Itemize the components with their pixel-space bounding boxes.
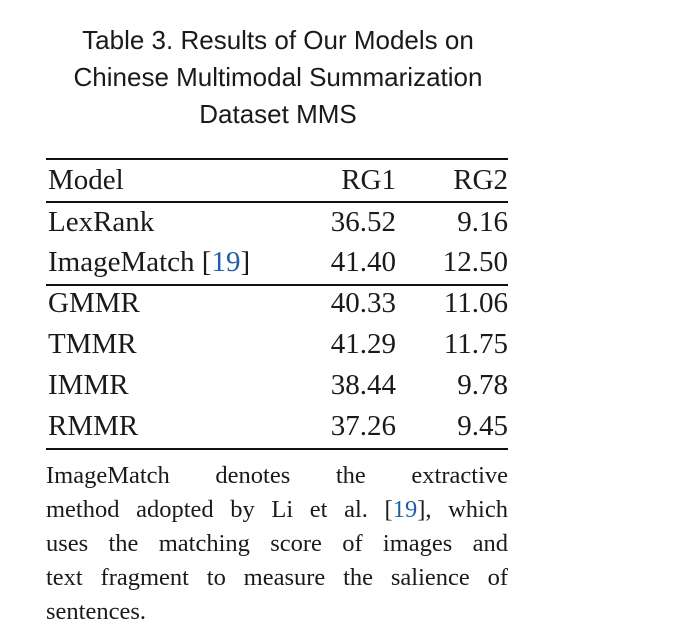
model-name: RMMR (48, 410, 139, 442)
footnote-line: sentences. (46, 598, 146, 625)
caption-line-3: Dataset MMS (199, 99, 357, 129)
footnote-line: uses the matching score of images and (46, 530, 508, 557)
model-name-text: ImageMatch [ (48, 246, 212, 278)
rg2-value: 12.50 (442, 246, 508, 278)
footnote-line: method adopted by Li et al. [19], which (46, 493, 508, 527)
citation-link[interactable]: 19 (392, 496, 418, 523)
table-bottom-rule (46, 448, 508, 450)
table-row: LexRank 36.52 9.16 (46, 202, 508, 242)
table-row: GMMR 40.33 11.06 (46, 283, 508, 323)
footnote-line: ImageMatch denotes the extractive (46, 462, 508, 489)
table-footnote: ImageMatch denotes the extractive method… (46, 459, 508, 629)
rg1-value: 37.26 (330, 410, 396, 442)
model-name: TMMR (48, 328, 137, 360)
rg2-value: 9.45 (457, 410, 508, 442)
header-rg2: RG2 (453, 164, 508, 196)
table-caption: Table 3. Results of Our Models on Chines… (0, 22, 556, 133)
citation-link[interactable]: 19 (211, 246, 241, 278)
model-name: ImageMatch [19] (48, 242, 250, 282)
table-header-row: Model RG1 RG2 (46, 160, 508, 200)
rg2-value: 9.16 (457, 206, 508, 238)
model-name: LexRank (48, 206, 155, 238)
footnote-text: ], which (417, 496, 508, 523)
table-top-rule (46, 158, 508, 160)
footnote-line: text fragment to measure the salience of (46, 564, 508, 591)
table-row: IMMR 38.44 9.78 (46, 365, 508, 405)
rg1-value: 41.29 (330, 328, 396, 360)
rg1-value: 40.33 (330, 287, 396, 319)
model-name: IMMR (48, 369, 129, 401)
rg2-value: 11.75 (443, 328, 508, 360)
table-row: TMMR 41.29 11.75 (46, 324, 508, 364)
table-row: RMMR 37.26 9.45 (46, 406, 508, 446)
model-name: GMMR (48, 287, 140, 319)
rg2-value: 11.06 (443, 287, 508, 319)
caption-line-2: Chinese Multimodal Summarization (73, 62, 483, 92)
header-model: Model (48, 164, 124, 196)
citation-bracket: ] (240, 246, 251, 278)
rg1-value: 38.44 (330, 369, 396, 401)
rg1-value: 36.52 (330, 206, 396, 238)
caption-line-1: Table 3. Results of Our Models on (82, 25, 474, 55)
table-header-rule (46, 201, 508, 203)
rg1-value: 41.40 (330, 246, 396, 278)
table-group-rule (46, 284, 508, 286)
header-rg1: RG1 (341, 164, 396, 196)
footnote-text: method adopted by Li et al. [ (46, 496, 393, 523)
table-row: ImageMatch [19] 41.40 12.50 (46, 242, 508, 282)
rg2-value: 9.78 (457, 369, 508, 401)
